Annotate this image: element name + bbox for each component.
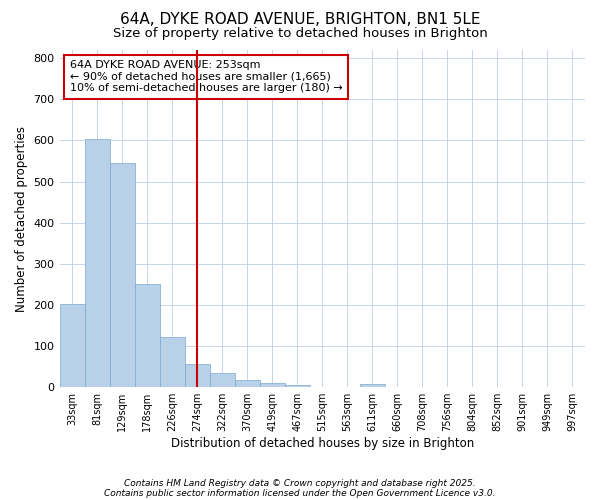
Y-axis label: Number of detached properties: Number of detached properties	[15, 126, 28, 312]
Bar	[260, 383, 285, 387]
Bar	[160, 337, 185, 387]
Bar	[134, 284, 160, 387]
Text: Size of property relative to detached houses in Brighton: Size of property relative to detached ho…	[113, 28, 487, 40]
Bar	[185, 364, 209, 387]
Bar	[235, 380, 260, 387]
Bar	[209, 373, 235, 387]
Text: 64A DYKE ROAD AVENUE: 253sqm
← 90% of detached houses are smaller (1,665)
10% of: 64A DYKE ROAD AVENUE: 253sqm ← 90% of de…	[70, 60, 343, 94]
Bar	[360, 384, 385, 387]
Text: Contains HM Land Registry data © Crown copyright and database right 2025.: Contains HM Land Registry data © Crown c…	[124, 478, 476, 488]
Text: 64A, DYKE ROAD AVENUE, BRIGHTON, BN1 5LE: 64A, DYKE ROAD AVENUE, BRIGHTON, BN1 5LE	[120, 12, 480, 28]
X-axis label: Distribution of detached houses by size in Brighton: Distribution of detached houses by size …	[170, 437, 474, 450]
Bar	[285, 385, 310, 387]
Bar	[110, 164, 134, 387]
Bar	[59, 304, 85, 387]
Text: Contains public sector information licensed under the Open Government Licence v3: Contains public sector information licen…	[104, 488, 496, 498]
Bar	[85, 139, 110, 387]
